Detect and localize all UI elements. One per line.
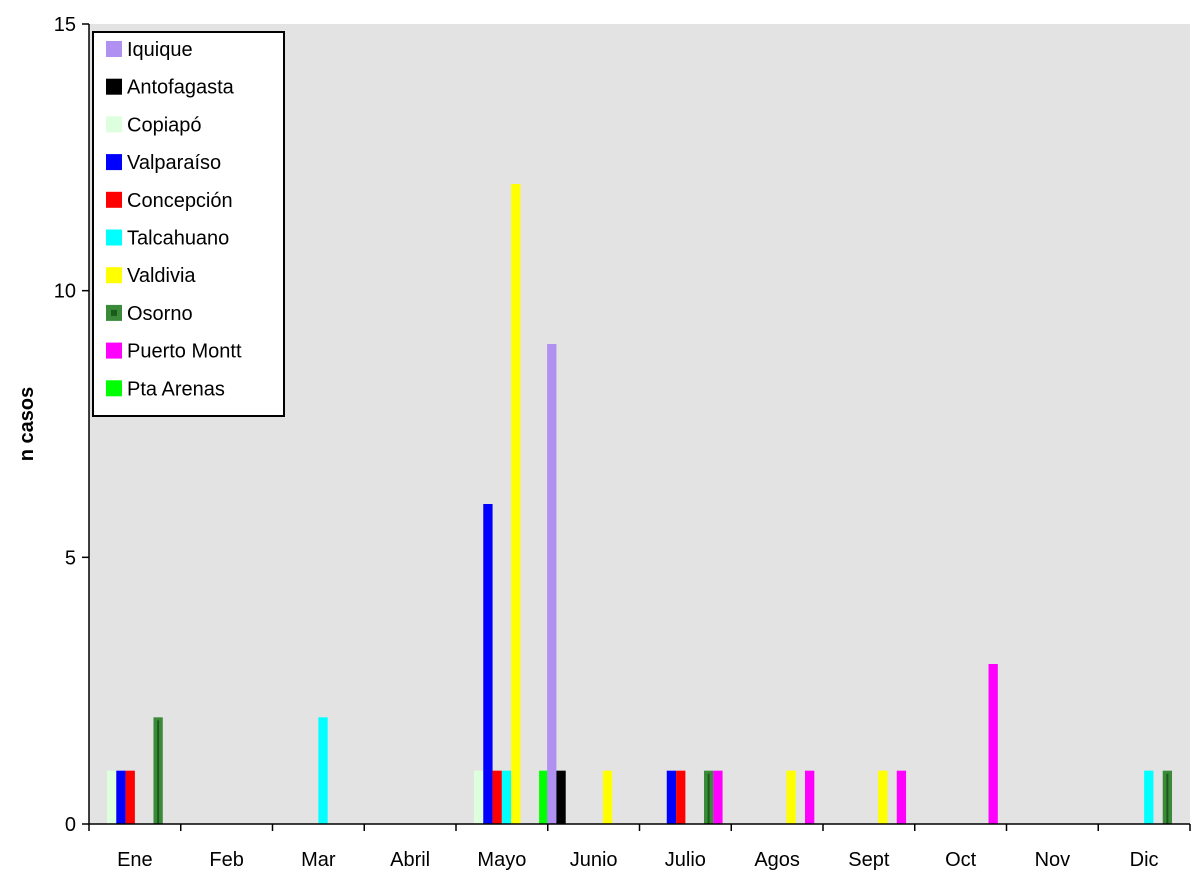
legend-label: Pta Arenas <box>127 378 225 400</box>
x-tick-label: Sept <box>848 849 890 871</box>
legend-label: Antofagasta <box>127 77 235 99</box>
y-tick-label: 10 <box>54 281 76 303</box>
bar-copiapó-ene <box>106 770 117 824</box>
bar-puerto-montt-oct <box>988 664 998 824</box>
bar-pta-arenas-mayo <box>539 770 549 824</box>
bar-talcahuano-mayo <box>501 770 512 824</box>
y-axis-label: n casos <box>16 387 38 461</box>
bar-valdivia-junio <box>602 770 613 824</box>
legend-swatch <box>106 78 122 95</box>
legend-label: Valparaíso <box>127 152 221 174</box>
x-tick-label: Nov <box>1035 849 1071 871</box>
y-ticks-group: 0 5 10 15 <box>54 14 89 836</box>
x-tick-label: Julio <box>665 849 706 871</box>
bar-talcahuano-dic <box>1144 770 1154 824</box>
bar-concepción-julio <box>676 770 686 824</box>
x-tick-label: Abril <box>390 849 430 871</box>
legend-label: Valdivia <box>127 265 196 287</box>
legend-label: Osorno <box>127 303 193 325</box>
bar-valdivia-sept <box>878 770 888 824</box>
bar-puerto-montt-julio <box>713 770 723 824</box>
bars-group <box>106 184 1173 824</box>
x-tick-label: Mar <box>301 849 336 871</box>
x-ticks-group: Ene Feb Mar Abril Mayo Junio Julio Agos Sept Oct N… <box>88 824 1191 871</box>
legend-swatch <box>106 116 122 133</box>
bar-puerto-montt-agos <box>805 770 815 824</box>
x-tick-label: Agos <box>754 849 800 871</box>
y-tick-label: 0 <box>65 814 76 836</box>
legend-label: Iquique <box>127 39 193 61</box>
legend-label: Concepción <box>127 190 233 212</box>
bar-valdivia-mayo <box>511 184 521 824</box>
legend-label: Copiapó <box>127 114 202 136</box>
bar-valparaíso-mayo <box>483 504 493 824</box>
legend-swatch <box>106 154 122 171</box>
legend-swatch-inner <box>111 309 117 316</box>
x-tick-label: Mayo <box>477 849 526 871</box>
x-tick-label: Feb <box>209 849 243 871</box>
bar-concepción-ene <box>125 770 135 824</box>
y-tick-label: 5 <box>65 547 76 569</box>
legend-swatch <box>106 229 122 246</box>
bar-concepción-mayo <box>492 770 502 824</box>
bar-iquique-junio <box>547 344 557 824</box>
legend-swatch <box>106 41 122 57</box>
legend-swatch <box>106 267 122 284</box>
bar-antofagasta-junio <box>556 770 566 824</box>
legend-label: Puerto Montt <box>127 341 242 363</box>
bar-talcahuano-mar <box>318 717 328 824</box>
bar-valparaíso-ene <box>116 770 126 824</box>
x-tick-label: Ene <box>117 849 153 871</box>
legend-swatch <box>106 191 122 208</box>
y-tick-label: 15 <box>54 14 76 36</box>
legend-swatch <box>106 342 122 359</box>
legend-box <box>92 31 285 417</box>
bar-valdivia-agos <box>786 770 796 824</box>
legend-swatch <box>106 380 122 397</box>
x-tick-label: Junio <box>570 849 618 871</box>
bar-valparaíso-julio <box>666 770 677 824</box>
legend-label: Talcahuano <box>127 228 229 250</box>
legend: Iquique Antofagasta Copiapó Valparaíso Conce… <box>92 31 285 417</box>
bar-puerto-montt-sept <box>896 770 907 824</box>
bar-copiapó-mayo <box>473 770 484 824</box>
x-tick-label: Dic <box>1130 849 1159 871</box>
x-tick-label: Oct <box>945 849 977 871</box>
